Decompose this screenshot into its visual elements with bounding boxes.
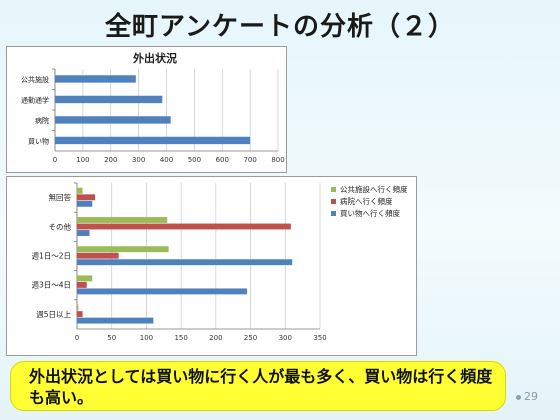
- x-tick-label: 200: [209, 334, 222, 342]
- x-tick-label: 50: [107, 334, 116, 342]
- bar-1: [55, 95, 163, 104]
- outing-status-chart-svg: 外出状況 0 100 200 300 400 500 600 700 800 公共施設通勤通学病院買…: [21, 51, 285, 164]
- bar-1: [77, 304, 79, 311]
- category-label: 週3日～4日: [31, 281, 71, 290]
- x-tick-label: 150: [174, 334, 187, 342]
- bar-3: [77, 317, 154, 324]
- x-tick-label: 600: [216, 156, 229, 164]
- x-tick-label: 0: [75, 334, 79, 342]
- x-tick-label: 350: [313, 334, 326, 342]
- x-tick-label: 300: [132, 156, 145, 164]
- summary-callout: 外出状況としては買い物に行く人が最も多く、買い物は行く頻度も高い。: [10, 361, 506, 411]
- bar-1: [55, 136, 251, 145]
- category-label: 通勤通学: [21, 95, 49, 104]
- x-tick-label: 200: [104, 156, 117, 164]
- bar-3: [77, 230, 90, 236]
- bar-2: [77, 252, 119, 259]
- page-number: 29: [516, 390, 538, 403]
- legend-label: 公共施設へ行く頻度: [340, 184, 408, 194]
- bar-3: [77, 288, 248, 295]
- bar-2: [77, 194, 96, 201]
- x-tick-label: 800: [271, 156, 284, 164]
- category-label: 公共施設: [21, 75, 49, 84]
- legend-label: 買い物へ行く頻度: [340, 208, 400, 218]
- category-label: 無回答: [49, 192, 72, 202]
- legend-swatch: [331, 187, 336, 192]
- x-tick-label: 100: [140, 334, 153, 342]
- x-tick-label: 250: [244, 334, 257, 342]
- bar-3: [77, 259, 293, 266]
- bar-1: [77, 187, 83, 194]
- bar-1: [55, 116, 171, 124]
- category-label: 週1日～2日: [31, 252, 71, 261]
- bar-2: [77, 311, 83, 318]
- x-tick-label: 700: [243, 156, 256, 164]
- x-tick-label: 500: [188, 156, 201, 164]
- x-tick-label: 400: [160, 156, 173, 164]
- outing-frequency-chart: 0 50 100 150 200 250 300 350 無回答その他週1日～2日 週3日～4日週…: [6, 176, 417, 356]
- category-label: 買い物: [28, 136, 49, 145]
- bar-3: [77, 200, 93, 207]
- category-label: 週5日以上: [36, 310, 71, 319]
- x-tick-label: 300: [279, 334, 292, 342]
- bar-1: [77, 217, 168, 223]
- outing-status-chart: 外出状況 0 100 200 300 400 500 600 700 800 公共施設通勤通学病院買…: [6, 46, 287, 173]
- category-label: 病院: [35, 116, 49, 125]
- chart-title: 外出状況: [132, 51, 177, 65]
- x-tick-label: 0: [53, 156, 57, 164]
- page-dot-icon: [516, 394, 521, 400]
- bar-2: [77, 223, 291, 230]
- outing-frequency-chart-svg: 0 50 100 150 200 250 300 350 無回答その他週1日～2日週3日～4日週…: [31, 182, 408, 342]
- legend-label: 病院へ行く頻度: [340, 196, 393, 206]
- slide-title: 全町アンケートの分析（２）: [105, 12, 455, 42]
- x-tick-label: 100: [76, 156, 89, 164]
- page-number-text: 29: [524, 390, 538, 403]
- bar-1: [55, 75, 136, 83]
- category-label: その他: [49, 221, 72, 231]
- legend-swatch: [331, 211, 336, 216]
- bar-2: [77, 281, 87, 288]
- bar-1: [77, 246, 169, 253]
- bar-1: [77, 275, 93, 282]
- legend-swatch: [331, 199, 336, 204]
